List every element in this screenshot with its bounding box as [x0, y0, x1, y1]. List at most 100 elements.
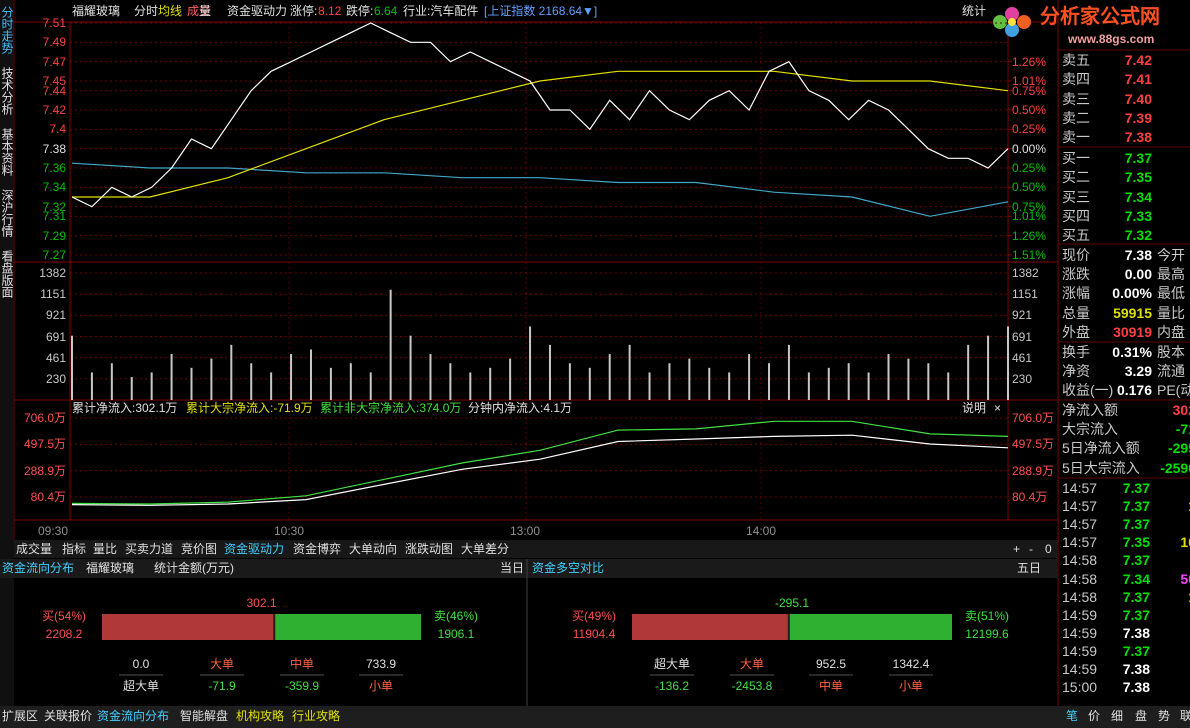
chart-tab[interactable]: 成交量: [16, 542, 53, 556]
tab-control[interactable]: 0: [1045, 542, 1052, 556]
stats-button[interactable]: 统计: [962, 4, 987, 18]
label: 8.12: [318, 4, 342, 18]
quote-label: 现价: [1062, 247, 1090, 263]
volume-bar: [210, 358, 213, 400]
quote-value: 59915: [1113, 304, 1152, 321]
y-tick-label: 706.0万: [1012, 411, 1055, 425]
label: 6.64: [374, 4, 398, 18]
y-tick-label: 230: [45, 371, 66, 386]
tool-button[interactable]: 联: [1180, 709, 1190, 723]
help-button[interactable]: 说明: [962, 401, 987, 415]
average-line: [72, 70, 1009, 198]
tick-price: 7.34: [1122, 570, 1150, 587]
volume-bar: [270, 372, 273, 400]
status-tab[interactable]: 智能解盘: [180, 709, 229, 723]
volume-bar: [548, 344, 551, 400]
flow-value: -295: [1167, 440, 1190, 457]
header-item[interactable]: 均线: [158, 4, 183, 18]
y-tick-label: 7.38: [42, 141, 66, 156]
chart-tab[interactable]: 资金驱动力: [224, 542, 285, 556]
left-tab-strip: [0, 0, 14, 728]
chart-tab[interactable]: 大单差分: [461, 542, 510, 556]
status-tab[interactable]: 关联报价: [44, 709, 93, 723]
cell-top: 952.5: [815, 657, 847, 671]
chart-tab[interactable]: 涨跌动图: [405, 542, 454, 556]
volume-bar: [768, 363, 771, 400]
header-item[interactable]: 成交: [187, 4, 212, 18]
volume-bar: [290, 354, 293, 400]
tab-control[interactable]: -: [1029, 542, 1033, 556]
label: 跌停:: [346, 4, 374, 18]
chart-tab[interactable]: 资金博弈: [293, 542, 342, 556]
side-tab[interactable]: 看盘版面: [0, 250, 14, 298]
volume-bar: [708, 367, 711, 400]
pct-tick-label: 1.26%: [1012, 54, 1047, 69]
tool-button[interactable]: 盘: [1135, 709, 1148, 723]
tool-button[interactable]: 势: [1158, 709, 1171, 723]
tick-price: 7.37: [1122, 552, 1150, 569]
header-item[interactable]: 资金驱动力: [227, 4, 288, 18]
volume-bar: [369, 372, 372, 400]
quote-label: 股本: [1157, 344, 1185, 360]
status-tab[interactable]: 扩展区: [2, 709, 39, 723]
status-tab[interactable]: 行业攻略: [292, 709, 341, 723]
volume-bar: [409, 335, 412, 400]
period-select[interactable]: 当日: [500, 561, 525, 575]
index-link[interactable]: [上证指数 2168.64▼]: [484, 4, 598, 18]
book-label: 卖二: [1062, 109, 1090, 126]
quote-label: 最低: [1157, 285, 1185, 302]
header-item[interactable]: 分时: [134, 4, 159, 18]
book-price: 7.42: [1124, 52, 1152, 68]
chart-tab[interactable]: 竞价图: [181, 542, 218, 556]
y-tick-label: 706.0万: [23, 411, 66, 425]
label: 福耀玻璃: [86, 561, 135, 575]
status-tab[interactable]: 资金流向分布: [97, 709, 170, 723]
y-tick-label: 7.29: [42, 228, 66, 243]
status-bar: [0, 706, 1190, 728]
volume-bar: [967, 344, 970, 400]
side-tab[interactable]: 分时走势: [0, 6, 14, 54]
chart-tab[interactable]: 大单动向: [349, 542, 398, 556]
cell-bottom: 小单: [898, 679, 923, 693]
y-tick-label: 7.34: [42, 180, 66, 195]
side-tab[interactable]: 深沪行情: [0, 189, 14, 237]
flow-value: -71: [1175, 421, 1190, 438]
sell-bar: [788, 614, 952, 640]
cell-top: 大单: [739, 657, 764, 671]
chart-tab[interactable]: 指标: [62, 542, 87, 556]
y-tick-label: 7.47: [42, 54, 66, 69]
tab-control[interactable]: +: [1013, 542, 1021, 556]
tool-button[interactable]: 价: [1088, 709, 1101, 723]
tick-price: 7.35: [1122, 534, 1150, 551]
panel-title: 资金多空对比: [532, 561, 605, 575]
tool-button[interactable]: 笔: [1066, 709, 1079, 723]
tick-time: 14:57: [1062, 516, 1098, 533]
cell-top: 1342.4: [892, 657, 930, 671]
volume-bar: [827, 367, 830, 400]
book-price: 7.32: [1124, 227, 1152, 244]
volume-bar: [887, 354, 890, 400]
tick-volume: 50: [1180, 570, 1190, 587]
volume-bar: [588, 367, 591, 400]
sell-value: 1906.1: [437, 627, 475, 641]
close-button[interactable]: ×: [994, 401, 1002, 415]
chart-tab[interactable]: 量比: [93, 542, 118, 556]
cell-bottom: 中单: [818, 679, 843, 693]
status-tab[interactable]: 机构攻略: [236, 709, 285, 723]
tool-button[interactable]: 细: [1111, 709, 1124, 723]
chart-tab[interactable]: 买卖力道: [125, 542, 174, 556]
side-tab[interactable]: 技术分析: [0, 67, 14, 115]
tab-bar: [14, 540, 1058, 558]
side-tab[interactable]: 基本资料: [0, 128, 14, 176]
y-tick-label: 7.31: [42, 209, 66, 224]
tick-time: 14:58: [1062, 570, 1098, 587]
volume-bar: [648, 372, 651, 400]
logo-url: www.88gs.com: [1068, 32, 1155, 46]
quote-label: 总量: [1062, 304, 1090, 321]
price-line: [71, 22, 1009, 208]
net-value: 302.1: [246, 596, 277, 610]
label: 涨停:: [290, 4, 318, 18]
quote-label: 内盘: [1157, 323, 1185, 340]
period-select[interactable]: 五日: [1017, 561, 1042, 575]
header-item[interactable]: 量: [199, 4, 212, 18]
